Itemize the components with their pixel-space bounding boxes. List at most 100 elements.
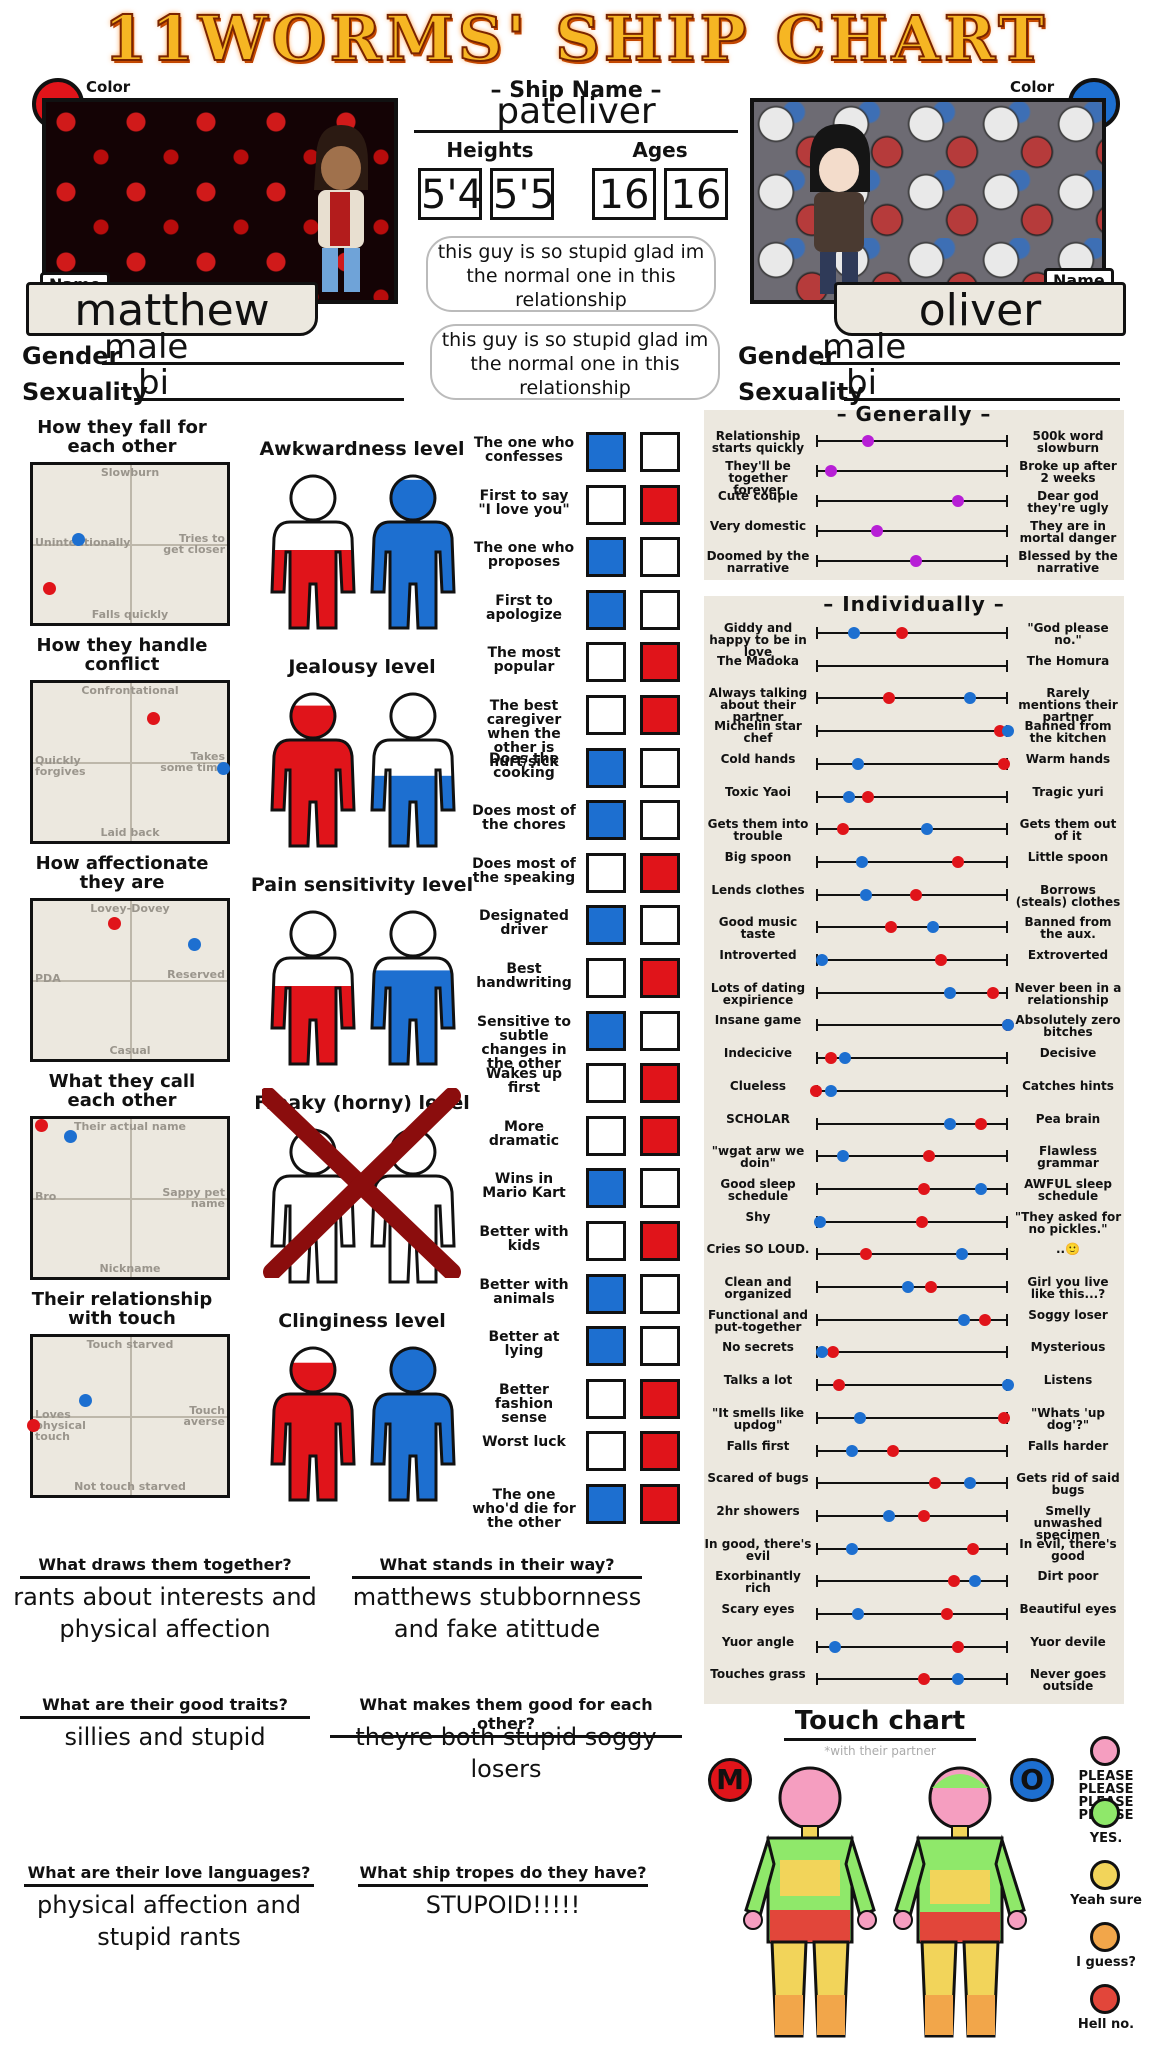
slider-line bbox=[816, 1220, 1008, 1223]
slider-tick-right bbox=[1006, 1313, 1008, 1326]
quadrant-axis-h bbox=[33, 762, 227, 764]
left-choice-box bbox=[586, 747, 626, 788]
legend-swatch bbox=[1090, 1984, 1120, 2014]
quadrant-plot: Touch starved Not touch starved Loves phys… bbox=[27, 1334, 230, 1498]
slider-tick-right bbox=[1006, 659, 1008, 672]
slider-line bbox=[816, 500, 1008, 502]
left-gender-underline bbox=[102, 362, 404, 365]
slider-point-blue bbox=[902, 1281, 915, 1293]
slider-line bbox=[816, 1187, 1008, 1190]
slider-tick-left bbox=[816, 525, 818, 537]
left-choice-box bbox=[586, 1378, 626, 1419]
quadrant-label-top: Touch starved bbox=[86, 1338, 174, 1351]
left-choice-box bbox=[586, 537, 626, 578]
left-touch-body bbox=[743, 1766, 877, 2038]
slider-tick-left bbox=[816, 1575, 818, 1588]
slider-line bbox=[816, 1482, 1008, 1485]
quadrant-title: How they handle conflict bbox=[36, 635, 208, 675]
slider-left-label: Introverted bbox=[719, 948, 797, 962]
left-choice-box bbox=[586, 484, 626, 525]
left-choice-box bbox=[586, 695, 626, 735]
slider-right-label: Never been in a relationship bbox=[1014, 980, 1122, 1007]
slider-point-blue bbox=[815, 1346, 828, 1359]
slider-point-red bbox=[810, 1084, 822, 1097]
right-level-figure bbox=[370, 910, 456, 1066]
left-choice-box bbox=[586, 852, 626, 893]
slider-point-blue bbox=[838, 1052, 851, 1065]
slider-tick-left bbox=[816, 823, 818, 836]
left-choice-box bbox=[586, 1010, 626, 1051]
slider-line bbox=[816, 632, 1008, 634]
question-heading: What stands in their way? bbox=[352, 1555, 642, 1579]
slider-tick-right bbox=[1006, 495, 1008, 507]
question-heading: What makes them good for each other? bbox=[330, 1695, 682, 1738]
left-choice-box bbox=[586, 642, 626, 683]
slider-tick-left bbox=[816, 1281, 818, 1293]
quadrant-label-right: Takes some time bbox=[160, 750, 225, 774]
slider-right-label: They are in mortal danger bbox=[1019, 519, 1117, 545]
right-choice-box bbox=[640, 1484, 680, 1524]
slider-line bbox=[816, 959, 1008, 961]
slider-tick-left bbox=[816, 1673, 818, 1686]
quadrant-point-red bbox=[42, 582, 56, 596]
slider-line bbox=[816, 860, 1008, 863]
left-initial-badge: M bbox=[708, 1758, 752, 1802]
level-title: Pain sensitivity level bbox=[250, 874, 474, 896]
slider-point-shared bbox=[871, 525, 884, 537]
touch-title: Touch chart bbox=[794, 1706, 966, 1736]
slider-line bbox=[816, 1580, 1008, 1583]
who-column: The one who confesses First to say "I lov… bbox=[472, 432, 692, 1532]
right-level-figure bbox=[370, 692, 456, 848]
level-title: Clinginess level bbox=[278, 1310, 446, 1332]
ship-name: pateliver bbox=[496, 91, 656, 132]
slider-tick-left bbox=[816, 1052, 818, 1065]
slider-right-label: Girl you live like this...? bbox=[1027, 1275, 1109, 1301]
slider-point-blue bbox=[969, 1575, 982, 1588]
quadrant-point-red bbox=[34, 1119, 48, 1133]
right-height: 5'5 bbox=[490, 168, 555, 220]
right-choice-box bbox=[640, 1115, 680, 1156]
quadrant-title: How affectionate they are bbox=[35, 853, 209, 893]
slider-tick-left bbox=[816, 725, 818, 738]
question-answer: sillies and stupid bbox=[64, 1723, 266, 1751]
right-choice-box bbox=[640, 747, 680, 788]
slider-left-label: 2hr showers bbox=[716, 1503, 800, 1518]
quadrant-plot: Lovey-Dovey Casual PDA Reserved bbox=[30, 898, 230, 1062]
left-choice-box bbox=[586, 589, 626, 630]
slider-tick-right bbox=[1006, 1542, 1008, 1555]
slider-tick-left bbox=[816, 1477, 818, 1490]
slider-line bbox=[816, 1024, 1008, 1027]
slider-tick-left bbox=[816, 1150, 818, 1163]
level-title: Freaky (horny) level bbox=[254, 1092, 470, 1114]
slider-right-label: Listens bbox=[1043, 1373, 1093, 1388]
slider-line bbox=[816, 664, 1008, 667]
slider-point-blue bbox=[813, 1215, 826, 1228]
slider-tick-right bbox=[1006, 627, 1008, 639]
quadrant-point-blue bbox=[63, 1130, 77, 1144]
right-choice-box bbox=[640, 642, 680, 683]
slider-tick-left bbox=[816, 855, 818, 868]
slider-left-label: Cute couple bbox=[717, 489, 799, 503]
left-height: 5'4 bbox=[418, 168, 483, 220]
slider-left-label: Good music taste bbox=[718, 915, 798, 942]
slider-left-label: Very domestic bbox=[709, 519, 807, 533]
slider-left-label: Michelin star chef bbox=[714, 719, 802, 746]
slider-line bbox=[816, 1645, 1008, 1648]
left-choice-box bbox=[586, 1221, 626, 1261]
slider-right-label: Little spoon bbox=[1027, 849, 1109, 864]
slider-left-label: "It smells like updog" bbox=[712, 1405, 804, 1432]
slider-line bbox=[816, 697, 1008, 700]
level-title: Jealousy level bbox=[288, 656, 436, 678]
slider-point-red bbox=[925, 1281, 938, 1293]
slider-tick-right bbox=[1006, 692, 1008, 705]
quadrant-title: How they fall for each other bbox=[37, 417, 207, 457]
left-choice-box bbox=[586, 905, 626, 946]
slider-point-blue bbox=[846, 1542, 859, 1555]
slider-right-label: Falls harder bbox=[1027, 1438, 1109, 1453]
right-level-figure bbox=[370, 1346, 456, 1502]
right-gender-label: Gender bbox=[738, 342, 837, 370]
slider-tick-right bbox=[1006, 555, 1008, 567]
right-age: 16 bbox=[664, 168, 728, 220]
slider-right-label: Gets them out of it bbox=[1019, 817, 1117, 844]
slider-point-shared bbox=[909, 555, 922, 567]
